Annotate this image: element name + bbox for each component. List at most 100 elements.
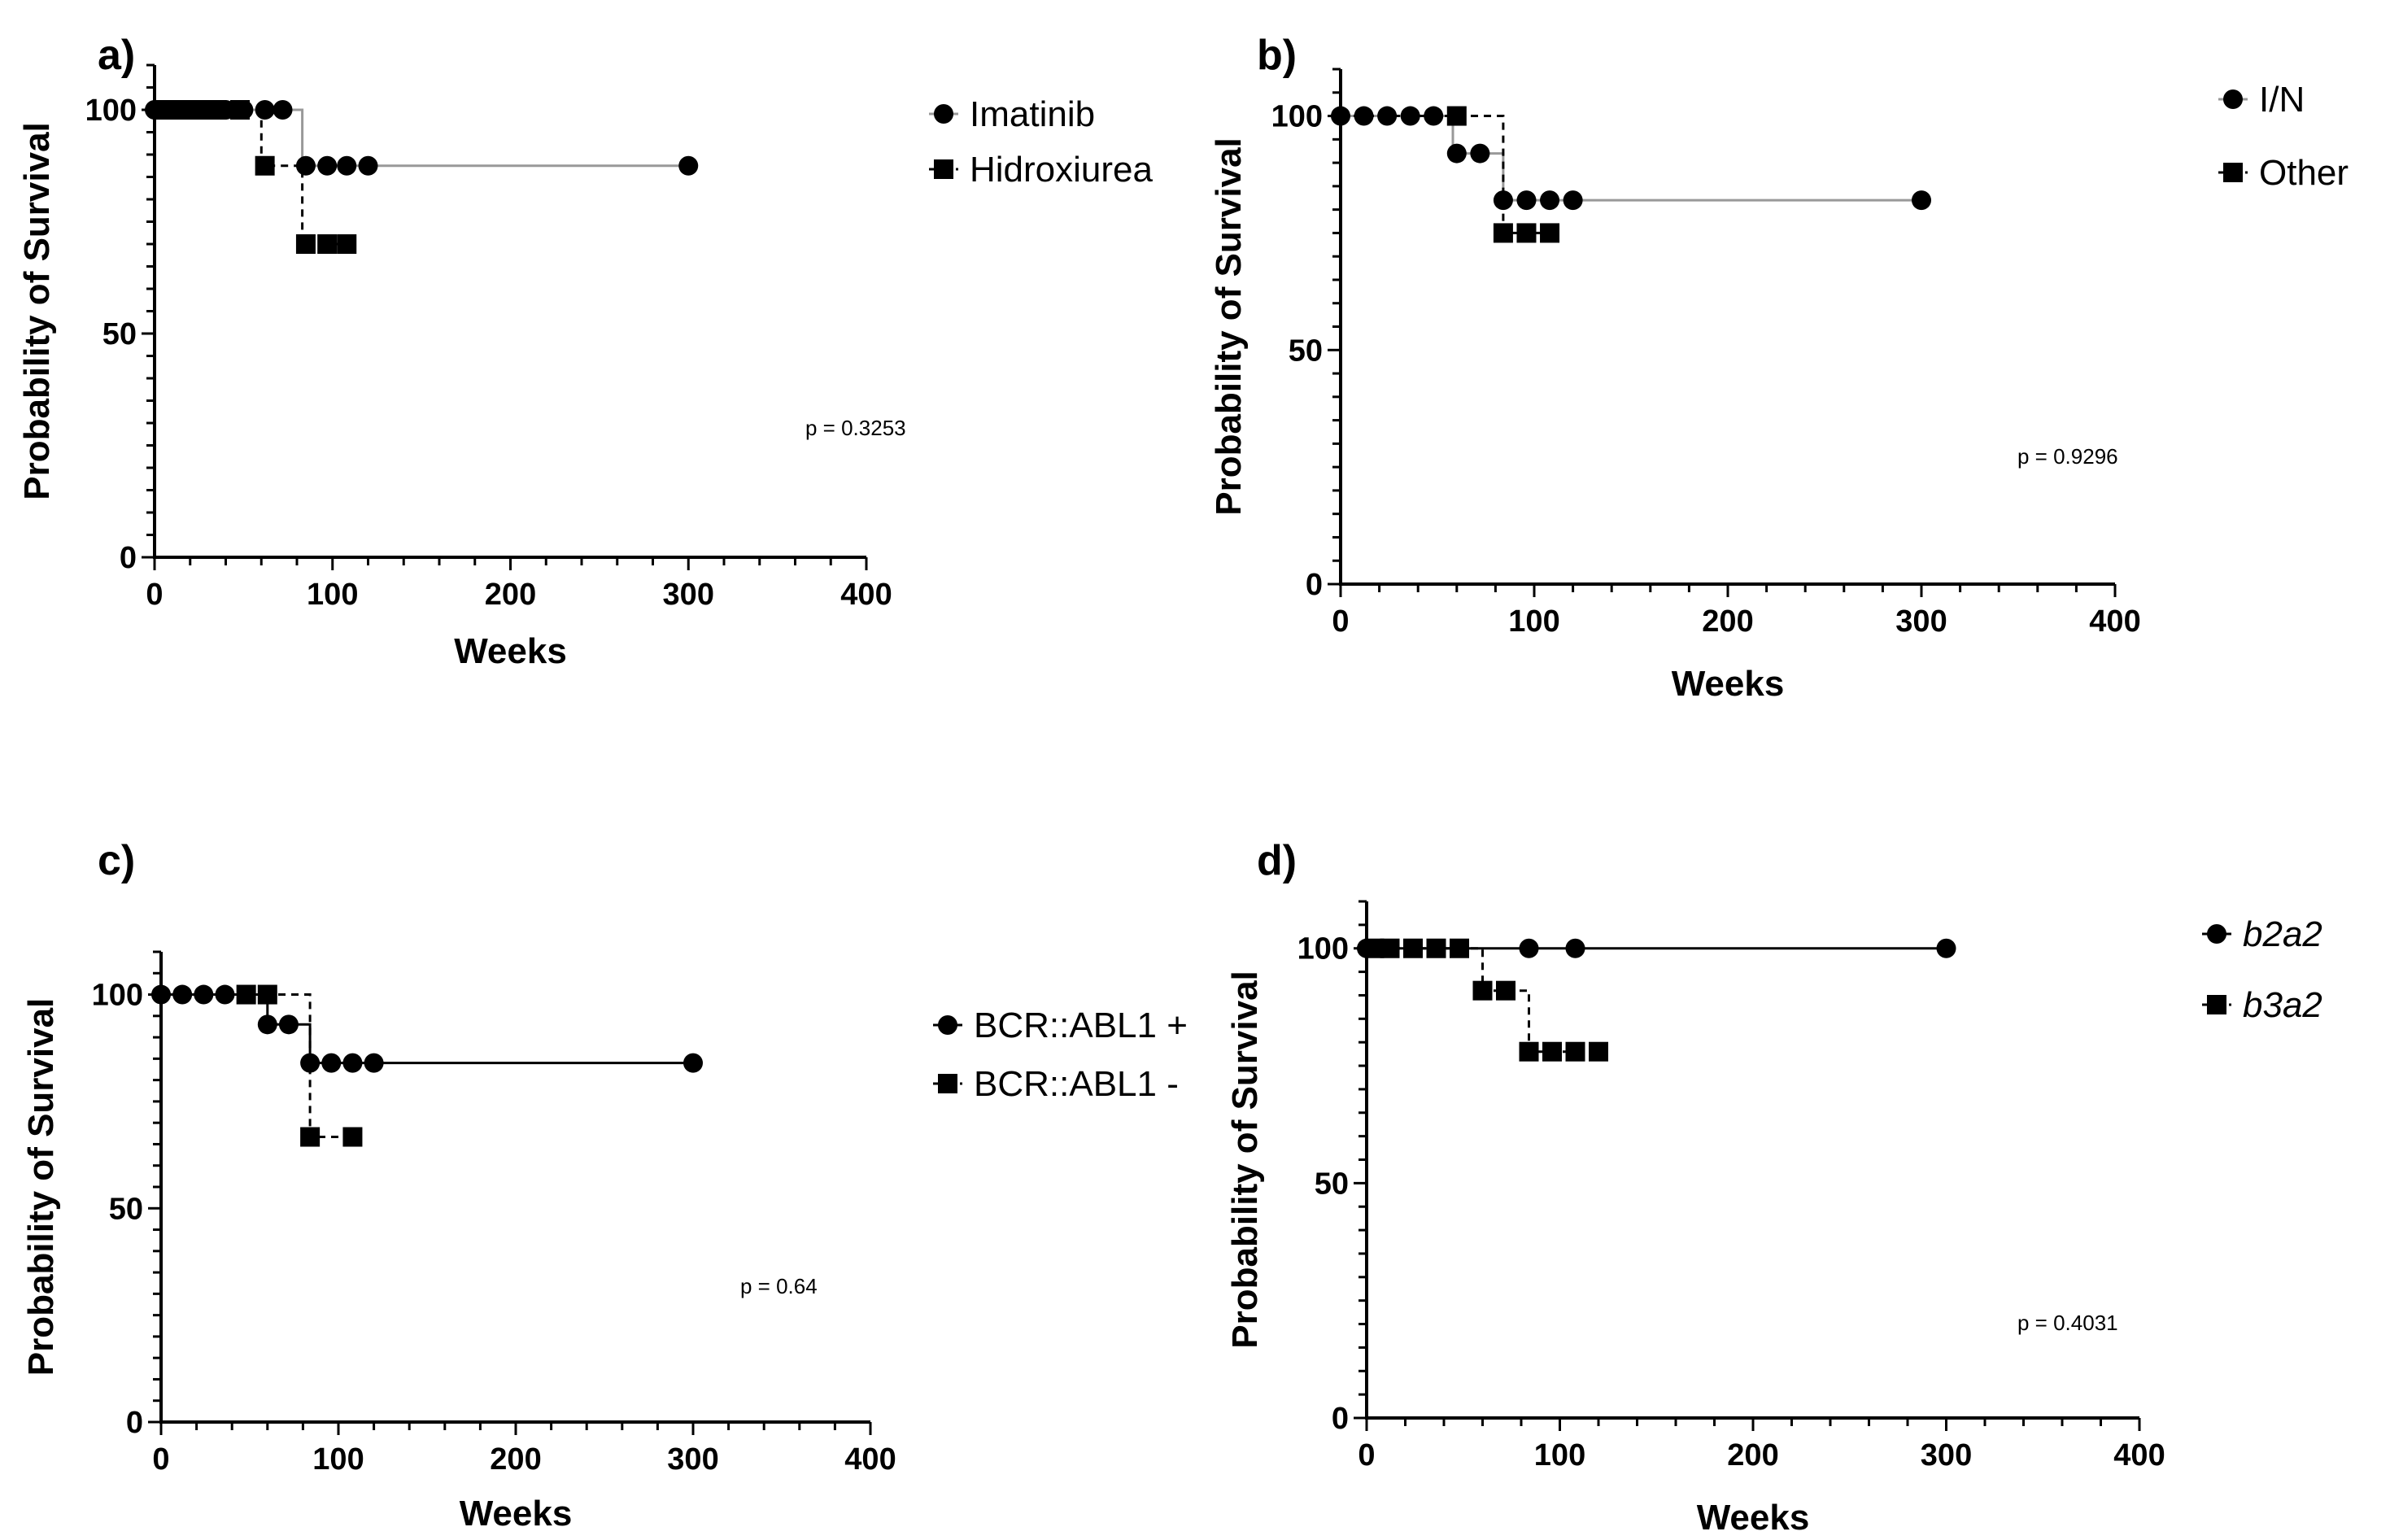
x-tick-label: 300 <box>1895 604 1947 639</box>
legend-label: BCR::ABL1 - <box>974 1064 1179 1104</box>
square-marker <box>257 984 277 1005</box>
square-marker <box>1426 938 1446 958</box>
circle-marker <box>1446 143 1467 164</box>
circle-marker <box>1519 938 1539 958</box>
square-marker <box>1519 1041 1539 1062</box>
legend-entry: BCR::ABL1 + <box>933 1006 1188 1045</box>
legend-entry: Hidroxiurea <box>929 150 1154 190</box>
legend-square-marker <box>2207 995 2226 1014</box>
circle-marker <box>255 100 275 120</box>
circle-marker <box>358 155 378 176</box>
x-tick-label: 400 <box>2089 604 2140 639</box>
p-value: p = 0.3253 <box>805 416 906 440</box>
square-marker <box>255 155 275 176</box>
circle-marker <box>1377 106 1398 126</box>
x-tick-label: 200 <box>485 578 536 612</box>
chart-panel: d) 0 50 100 0 100 200 300 400 Weeks Probability of… <box>1225 837 2322 1538</box>
circle-marker <box>1516 190 1537 211</box>
x-tick-label: 400 <box>840 578 892 612</box>
square-marker <box>1450 938 1469 958</box>
panel-label: a) <box>98 32 135 79</box>
x-tick-label: 100 <box>307 578 358 612</box>
y-tick-label: 0 <box>1332 1402 1349 1436</box>
circle-marker <box>1563 190 1583 211</box>
p-value: p = 0.4031 <box>2017 1311 2118 1335</box>
y-tick-label: 100 <box>92 979 143 1013</box>
y-tick-label: 0 <box>120 541 137 575</box>
y-axis-title: Probability of Survival <box>21 998 61 1376</box>
circle-marker <box>337 155 357 176</box>
p-value: p = 0.9296 <box>2017 444 2118 469</box>
square-marker <box>337 234 357 254</box>
km-curve-BCR::ABL1 + <box>161 993 693 1065</box>
panel-label: b) <box>1257 32 1297 79</box>
circle-marker <box>300 1053 321 1073</box>
legend-label: b2a2 <box>2243 914 2322 954</box>
legend-circle-marker <box>2207 924 2226 944</box>
km-curve-BCR::ABL1 - <box>161 993 353 1138</box>
x-axis-title: Weeks <box>1672 664 1785 704</box>
x-tick-label: 200 <box>490 1442 541 1477</box>
circle-marker <box>317 155 338 176</box>
circle-marker <box>295 155 316 176</box>
square-marker <box>1446 106 1467 126</box>
legend-entry: Other <box>2218 153 2348 193</box>
km-curve-Hidroxiurea <box>155 108 347 246</box>
y-tick-label: 50 <box>1289 334 1323 368</box>
circle-marker <box>1493 190 1513 211</box>
legend-label: Imatinib <box>970 94 1095 134</box>
legend-circle-marker <box>938 1015 957 1035</box>
x-tick-label: 0 <box>152 1442 169 1477</box>
square-marker <box>1496 980 1516 1001</box>
circle-marker <box>1354 106 1374 126</box>
x-axis-title: Weeks <box>454 631 567 671</box>
circle-marker <box>1912 190 1931 211</box>
x-tick-label: 100 <box>1508 604 1559 639</box>
y-tick-label: 0 <box>1306 568 1323 602</box>
square-marker <box>1542 1041 1562 1062</box>
x-tick-label: 200 <box>1727 1438 1778 1472</box>
legend-square-marker <box>938 1074 957 1093</box>
legend-square-marker <box>2223 163 2243 182</box>
square-marker <box>189 100 209 120</box>
legend-entry: b2a2 <box>2202 914 2322 954</box>
y-tick-label: 0 <box>126 1406 143 1440</box>
circle-marker <box>257 1014 277 1035</box>
legend-entry: BCR::ABL1 - <box>933 1064 1179 1104</box>
legend-label: Hidroxiurea <box>970 150 1154 190</box>
square-marker <box>1589 1041 1608 1062</box>
y-axis-title: Probability of Survival <box>17 122 57 500</box>
legend-circle-marker <box>2223 89 2243 109</box>
circle-marker <box>278 1014 299 1035</box>
circle-marker <box>273 100 293 120</box>
circle-marker <box>342 1053 363 1073</box>
square-marker <box>300 1127 321 1147</box>
square-marker <box>1516 223 1537 243</box>
circle-marker <box>215 984 235 1005</box>
circle-marker <box>321 1053 342 1073</box>
legend-circle-marker <box>934 104 953 124</box>
circle-marker <box>683 1053 703 1073</box>
square-marker <box>342 1127 363 1147</box>
x-tick-label: 0 <box>1358 1438 1375 1472</box>
y-tick-label: 50 <box>102 317 137 351</box>
square-marker <box>1472 980 1493 1001</box>
x-tick-label: 0 <box>1332 604 1349 639</box>
panel-label: d) <box>1257 837 1297 884</box>
y-tick-label: 50 <box>1315 1167 1349 1201</box>
x-tick-label: 100 <box>312 1442 364 1477</box>
legend-label: I/N <box>2259 80 2305 120</box>
y-tick-label: 100 <box>1271 100 1323 134</box>
y-tick-label: 100 <box>1297 932 1349 966</box>
km-curve-Other <box>1341 115 1550 234</box>
x-tick-label: 400 <box>844 1442 896 1477</box>
x-tick-label: 300 <box>663 578 714 612</box>
circle-marker <box>364 1053 384 1073</box>
chart-panel: c) 0 50 100 0 100 200 300 400 Weeks Probability of… <box>21 837 1188 1533</box>
x-axis-title: Weeks <box>1697 1498 1810 1538</box>
x-tick-label: 300 <box>1921 1438 1972 1472</box>
square-marker <box>1380 938 1400 958</box>
circle-marker <box>1565 938 1585 958</box>
legend-label: Other <box>2259 153 2348 193</box>
